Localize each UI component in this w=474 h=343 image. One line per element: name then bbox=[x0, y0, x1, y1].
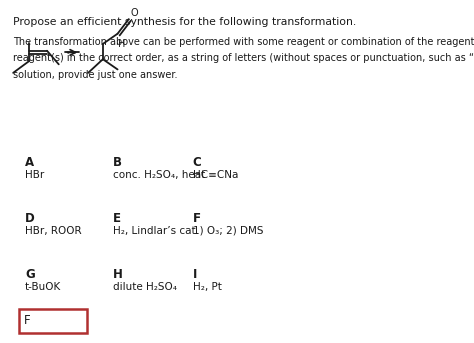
Text: reagent(s) in the correct order, as a string of letters (without spaces or punct: reagent(s) in the correct order, as a st… bbox=[13, 54, 474, 63]
Text: B: B bbox=[113, 156, 122, 169]
FancyBboxPatch shape bbox=[19, 309, 87, 333]
Text: F: F bbox=[23, 314, 30, 327]
Text: G: G bbox=[25, 269, 35, 282]
Text: HC≡CNa: HC≡CNa bbox=[192, 170, 238, 180]
Text: H₂, Pt: H₂, Pt bbox=[192, 282, 221, 292]
Text: F: F bbox=[192, 212, 201, 225]
Text: 1) O₃; 2) DMS: 1) O₃; 2) DMS bbox=[192, 226, 263, 236]
Text: H: H bbox=[118, 39, 126, 49]
Text: The transformation above can be performed with some reagent or combination of th: The transformation above can be performe… bbox=[13, 37, 474, 47]
Text: E: E bbox=[113, 212, 121, 225]
Text: H₂, Lindlar’s cat.: H₂, Lindlar’s cat. bbox=[113, 226, 199, 236]
Text: C: C bbox=[192, 156, 201, 169]
Text: Propose an efficient synthesis for the following transformation.: Propose an efficient synthesis for the f… bbox=[13, 17, 356, 27]
Text: conc. H₂SO₄, heat: conc. H₂SO₄, heat bbox=[113, 170, 205, 180]
Text: t-BuOK: t-BuOK bbox=[25, 282, 61, 292]
Text: HBr: HBr bbox=[25, 170, 44, 180]
Text: HBr, ROOR: HBr, ROOR bbox=[25, 226, 82, 236]
Text: D: D bbox=[25, 212, 35, 225]
Text: H: H bbox=[113, 269, 123, 282]
Text: solution, provide just one answer.: solution, provide just one answer. bbox=[13, 70, 178, 80]
Text: A: A bbox=[25, 156, 34, 169]
Text: I: I bbox=[192, 269, 197, 282]
Text: dilute H₂SO₄: dilute H₂SO₄ bbox=[113, 282, 177, 292]
Text: O: O bbox=[131, 8, 138, 18]
